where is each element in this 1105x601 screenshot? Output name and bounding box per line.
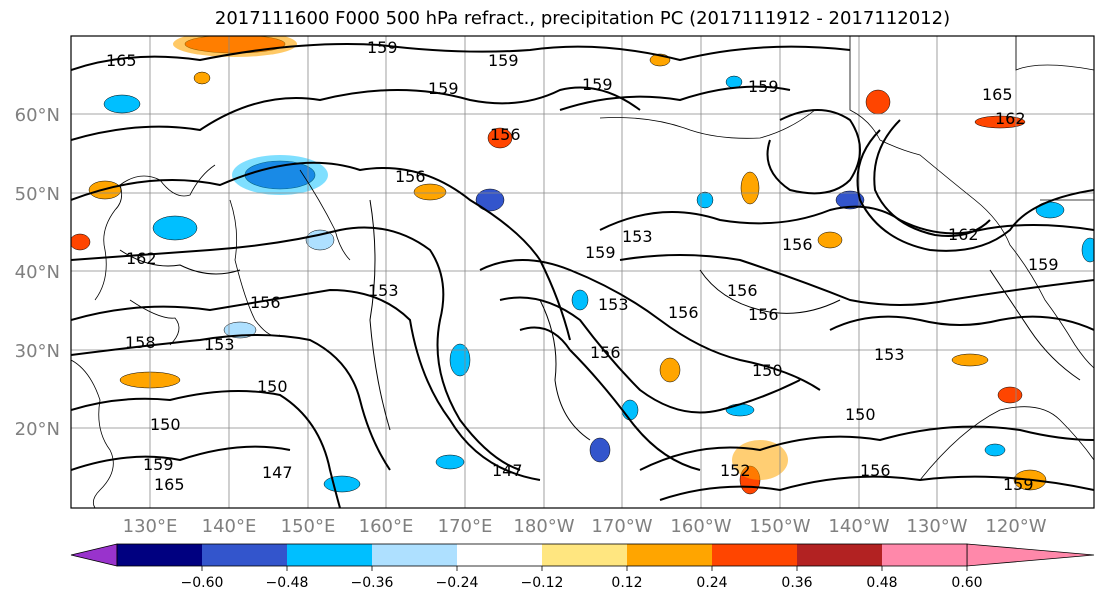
colorbar-swatch [627, 544, 712, 566]
colorbar-tick-label: 0.24 [696, 575, 727, 591]
contour-label: 150 [150, 415, 181, 434]
contour-label: 156 [727, 281, 758, 300]
contour-label: 156 [782, 235, 813, 254]
latitude-labels: 60°N 50°N 40°N 30°N 20°N [15, 105, 60, 440]
colorbar-tick-label: 0.60 [951, 575, 982, 591]
colorbar-min-extension [70, 543, 118, 567]
lat-label: 30°N [15, 341, 60, 362]
lon-label: 130°E [123, 516, 178, 537]
colorbar-swatch [287, 544, 372, 566]
graticule [71, 36, 1094, 508]
contour-label: 159 [428, 79, 459, 98]
colorbar-swatch [202, 544, 287, 566]
map-title: 2017111600 F000 500 hPa refract., precip… [214, 8, 951, 29]
contour-label: 156 [590, 343, 621, 362]
colorbar-tick-label: −0.48 [266, 575, 309, 591]
contour-label: 153 [622, 227, 653, 246]
contour-label: 165 [106, 51, 137, 70]
contour-label: 159 [748, 77, 779, 96]
colorbar-swatch [882, 544, 967, 566]
lon-label: 160°E [359, 516, 414, 537]
colorbar-swatch [712, 544, 797, 566]
contour-label: 162 [126, 249, 157, 268]
lon-label: 150°W [749, 516, 810, 537]
map-panel [71, 36, 1094, 508]
lon-label: 170°W [591, 516, 652, 537]
colorbar-tick-label: 0.36 [781, 575, 812, 591]
colorbar-tick-label: −0.36 [351, 575, 394, 591]
contour-label: 156 [490, 125, 521, 144]
lon-label: 140°W [828, 516, 889, 537]
contour-label: 156 [668, 303, 699, 322]
contour-label: 156 [748, 305, 779, 324]
lat-label: 20°N [15, 419, 60, 440]
lon-label: 180°W [513, 516, 574, 537]
colorbar-max-extension [966, 543, 1095, 567]
contour-label: 159 [582, 75, 613, 94]
longitude-labels: 130°E 140°E 150°E 160°E 170°E 180°W 170°… [123, 516, 1047, 537]
contour-label: 156 [395, 167, 426, 186]
contour-label: 162 [995, 109, 1026, 128]
lon-label: 150°E [281, 516, 336, 537]
contour-label: 159 [585, 243, 616, 262]
contour-label: 153 [874, 345, 905, 364]
contour-label: 162 [948, 225, 979, 244]
colorbar-tick-label: −0.60 [181, 575, 224, 591]
colorbar-swatch [372, 544, 457, 566]
lon-label: 130°W [906, 516, 967, 537]
lon-label: 140°E [202, 516, 257, 537]
contour-label: 159 [1028, 255, 1059, 274]
contour-lines [71, 43, 1094, 508]
colorbar: −0.60 −0.48 −0.36 −0.24 −0.12 0.12 0.24 … [70, 543, 1095, 591]
contour-label: 153 [598, 295, 629, 314]
contour-label: 153 [204, 335, 235, 354]
contour-label: 150 [752, 361, 783, 380]
contour-label: 156 [860, 461, 891, 480]
lat-label: 50°N [15, 184, 60, 205]
colorbar-swatch [117, 544, 202, 566]
secondary-contours [119, 199, 1081, 441]
contour-label: 156 [250, 293, 281, 312]
colorbar-swatch [457, 544, 542, 566]
contour-label: 159 [488, 51, 519, 70]
lon-label: 120°W [985, 516, 1046, 537]
contour-label: 152 [720, 461, 751, 480]
lat-label: 40°N [15, 262, 60, 283]
map-frame [70, 35, 1095, 509]
contour-label: 153 [368, 281, 399, 300]
contour-label: 158 [125, 333, 156, 352]
contour-label: 147 [262, 463, 293, 482]
contour-label: 159 [1003, 475, 1034, 494]
colorbar-swatch [542, 544, 627, 566]
contour-label: 147 [492, 461, 523, 480]
colorbar-swatch [797, 544, 882, 566]
contour-label: 150 [257, 377, 288, 396]
contour-label: 159 [143, 455, 174, 474]
contour-label: 165 [154, 475, 185, 494]
lon-label: 160°W [670, 516, 731, 537]
lat-label: 60°N [15, 105, 60, 126]
lon-label: 170°E [438, 516, 493, 537]
colorbar-tick-label: 0.12 [611, 575, 642, 591]
contour-label: 165 [982, 85, 1013, 104]
coastlines [71, 36, 1094, 508]
colorbar-tick-label: 0.48 [866, 575, 897, 591]
contour-labels: 165 159 159 159 159 159 156 156 162 156 … [106, 38, 1059, 494]
contour-label: 150 [845, 405, 876, 424]
contour-label: 159 [367, 38, 398, 57]
colorbar-tick-label: −0.12 [521, 575, 564, 591]
colorbar-tick-label: −0.24 [436, 575, 479, 591]
